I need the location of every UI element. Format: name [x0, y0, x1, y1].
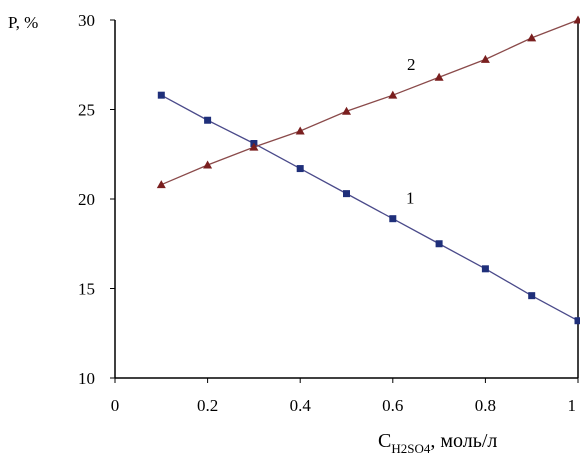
series-1: 1	[157, 91, 580, 325]
data-point	[480, 54, 490, 63]
x-tick-label: 1	[568, 396, 577, 415]
y-ticks: 10 15 20 25 30	[78, 11, 115, 388]
x-axis-label-units: , моль/л	[430, 430, 497, 452]
data-point	[295, 126, 305, 135]
series-2-line	[161, 19, 579, 186]
data-point	[434, 72, 444, 81]
y-tick-label: 15	[78, 280, 95, 299]
data-point	[388, 90, 398, 99]
x-tick-label: 0.2	[197, 396, 218, 415]
series-layer: 12	[156, 15, 580, 325]
data-point	[435, 240, 443, 248]
data-point	[157, 91, 165, 99]
data-point	[389, 215, 397, 223]
series-1-label: 1	[406, 189, 415, 208]
data-point	[249, 142, 259, 151]
series-2-label: 2	[407, 55, 416, 74]
series-2: 2	[156, 15, 580, 189]
data-point	[156, 180, 166, 189]
x-ticks: 0 0.2 0.4 0.6 0.8 1	[111, 378, 579, 415]
x-axis-label-sub-2: 2	[401, 441, 408, 456]
x-axis-label: CH2SO4, моль/л	[378, 430, 497, 456]
series-1-line	[160, 94, 579, 322]
x-tick-label: 0.6	[382, 396, 403, 415]
x-tick-label: 0.4	[290, 396, 312, 415]
data-point	[342, 106, 351, 115]
x-axis-label-sub-h: H	[391, 441, 400, 456]
y-tick-label: 20	[78, 190, 95, 209]
y-axis-label: P, %	[8, 13, 38, 32]
data-point	[527, 33, 537, 42]
data-point	[296, 165, 304, 173]
data-point	[574, 317, 580, 325]
y-tick-label: 30	[78, 11, 95, 30]
y-tick-label: 25	[78, 101, 95, 120]
data-point	[343, 190, 350, 198]
data-point	[204, 116, 212, 124]
x-axis-label-sub-4: 4	[424, 441, 431, 456]
x-axis-label-main: C	[378, 430, 391, 452]
x-tick-label: 0	[111, 396, 120, 415]
plot-area	[114, 20, 579, 379]
data-point	[481, 265, 489, 273]
data-point	[203, 160, 213, 169]
x-axis-label-sub-so: SO	[407, 441, 424, 456]
data-point	[528, 292, 536, 300]
data-point	[573, 15, 580, 24]
x-tick-label: 0.8	[475, 396, 496, 415]
y-tick-label: 10	[78, 369, 95, 388]
